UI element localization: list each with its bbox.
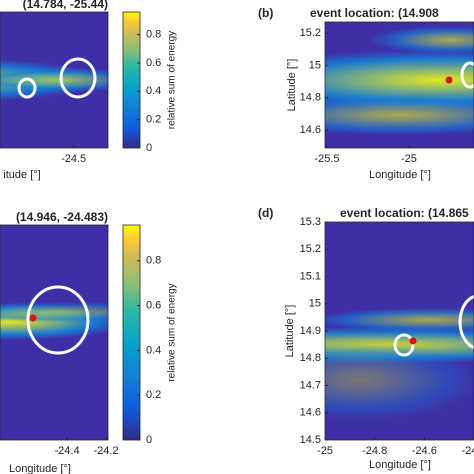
x-tick-label: -24.2	[94, 445, 119, 457]
colorbar-label: relative sum of energy	[167, 283, 178, 381]
heatmap	[0, 225, 108, 440]
colorbar-tick-label: 0	[146, 142, 152, 154]
y-tick-label: 15.1	[300, 270, 321, 282]
energy-beam	[325, 95, 474, 135]
y-tick-label: 14.8	[300, 92, 321, 104]
energy-beam	[325, 50, 474, 110]
island-outline	[458, 295, 474, 349]
colorbar-tick-label: 0.4	[146, 344, 161, 356]
y-tick-label: 14.6	[300, 407, 321, 419]
x-axis-label: Longitude [°]	[9, 463, 71, 474]
panel-title: event location: (14.865	[340, 206, 469, 220]
event-marker	[409, 337, 417, 345]
plot-frame	[0, 11, 109, 149]
x-axis-label: Longitude [°]	[369, 459, 431, 471]
energy-beam	[0, 68, 108, 92]
island-outline	[393, 333, 415, 357]
event-marker	[29, 314, 37, 322]
x-tick-label: -25.5	[314, 153, 339, 165]
y-axis-label: Latitude [°]	[284, 305, 296, 358]
x-axis-label: itude [°]	[3, 169, 40, 181]
y-axis-label: Latitude [°]	[286, 59, 298, 112]
energy-beam	[325, 308, 474, 332]
x-axis-label: Longitude [°]	[369, 169, 431, 181]
panel-title: (14.946, -24.483)	[16, 210, 108, 224]
heatmap	[325, 222, 474, 440]
x-tick-label: -24.5	[61, 153, 86, 165]
plot-frame	[0, 224, 109, 441]
panel-title: event location: (14.908	[310, 6, 439, 20]
x-tick-label: -24.4	[55, 445, 80, 457]
colorbar-tick-label: 0.2	[146, 114, 161, 126]
y-tick-label: 15.2	[300, 243, 321, 255]
y-tick-label: 14.6	[300, 124, 321, 136]
event-marker	[445, 76, 453, 84]
colorbar-label: relative sum of energy	[167, 31, 178, 129]
colorbar-tick-label: 0.2	[146, 389, 161, 401]
plot-frame	[324, 21, 474, 149]
colorbar	[122, 224, 141, 441]
colorbar-tick-label: 0.4	[146, 85, 161, 97]
y-tick-label: 15.3	[300, 216, 321, 228]
island-outline	[26, 285, 90, 355]
colorbar	[122, 11, 141, 149]
island-outline	[460, 61, 474, 89]
panel-label: (b)	[258, 6, 273, 20]
panel-label: (d)	[258, 206, 273, 220]
panel-title: (14.784, -25.44)	[23, 0, 108, 11]
colorbar-tick-label: 0.6	[146, 57, 161, 69]
energy-beam	[325, 340, 474, 420]
heatmap	[325, 22, 474, 148]
island-outline	[59, 57, 97, 99]
x-tick-label: -25	[317, 445, 333, 457]
x-tick-label: -24.6	[412, 445, 437, 457]
y-tick-label: 15.2	[300, 27, 321, 39]
colorbar-tick-label: 0	[146, 434, 152, 446]
y-tick-label: 14.8	[300, 352, 321, 364]
colorbar-tick-label: 0.8	[146, 255, 161, 267]
island-outline	[17, 77, 37, 99]
y-tick-label: 14.7	[300, 379, 321, 391]
y-tick-label: 14.5	[300, 434, 321, 446]
energy-beam	[370, 26, 474, 54]
y-tick-label: 15	[309, 298, 321, 310]
y-tick-label: 15	[309, 59, 321, 71]
x-tick-label: -24.4	[461, 445, 474, 457]
colorbar-tick-label: 0.8	[146, 29, 161, 41]
y-tick-label: 14.9	[300, 325, 321, 337]
x-tick-label: -25	[401, 153, 417, 165]
heatmap	[0, 12, 108, 148]
x-tick-label: -24.8	[362, 445, 387, 457]
colorbar-tick-label: 0.6	[146, 300, 161, 312]
